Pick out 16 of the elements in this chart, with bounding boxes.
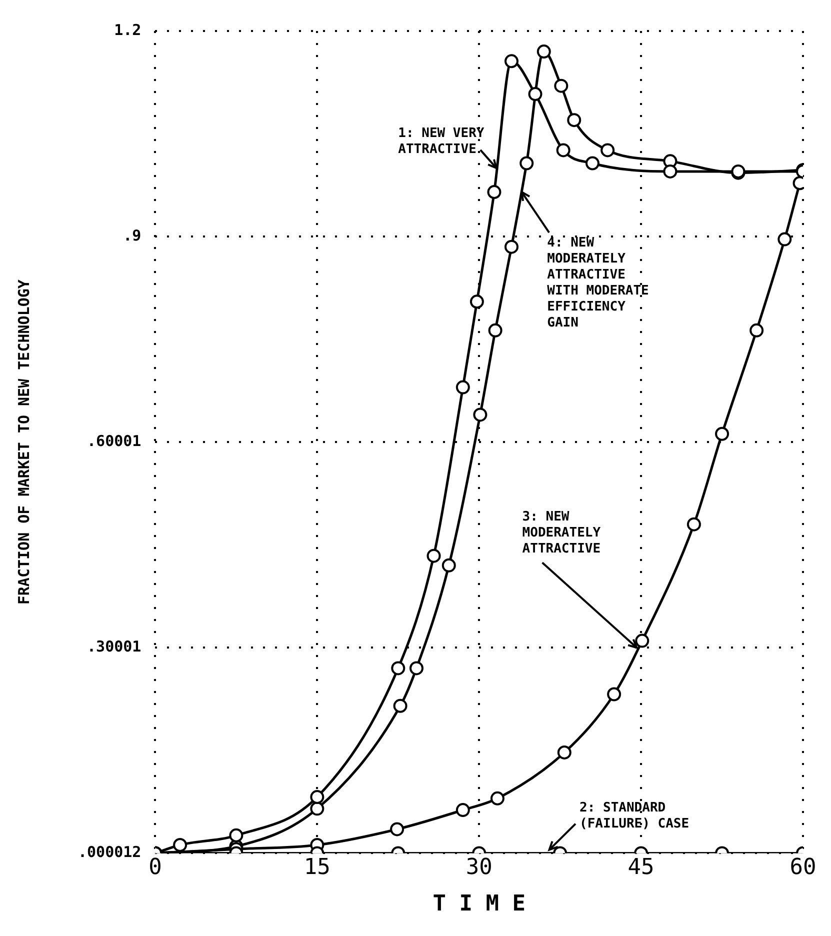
x-tick-label: 0 [148, 855, 162, 880]
y-tick-label: .9 [123, 226, 142, 244]
series-label: 1: NEW VERY ATTRACTIVE [398, 126, 484, 157]
x-tick-label: 15 [304, 855, 330, 880]
series-label: 2: STANDARD (FAILURE) CASE [580, 800, 690, 832]
y-tick-label: .60001 [87, 432, 142, 450]
x-axis-title: T I M E [432, 892, 526, 917]
y-tick-label: 1.2 [114, 20, 142, 39]
x-tick-label: 45 [628, 855, 654, 880]
text: 3: NEW MODERATELY ATTRACTIVE [522, 509, 601, 556]
text: 4: NEW MODERATELY ATTRACTIVE WITH MODERATE EFFICIENCY GAIN [547, 235, 649, 330]
y-axis-title: FRACTION OF MARKET TO NEW TECHNOLOGY [14, 280, 33, 605]
x-tick-label: 30 [466, 855, 492, 880]
x-tick-label: 60 [790, 855, 816, 880]
y-tick-label: .30001 [87, 638, 142, 656]
y-tick-label: .000012 [78, 843, 142, 862]
